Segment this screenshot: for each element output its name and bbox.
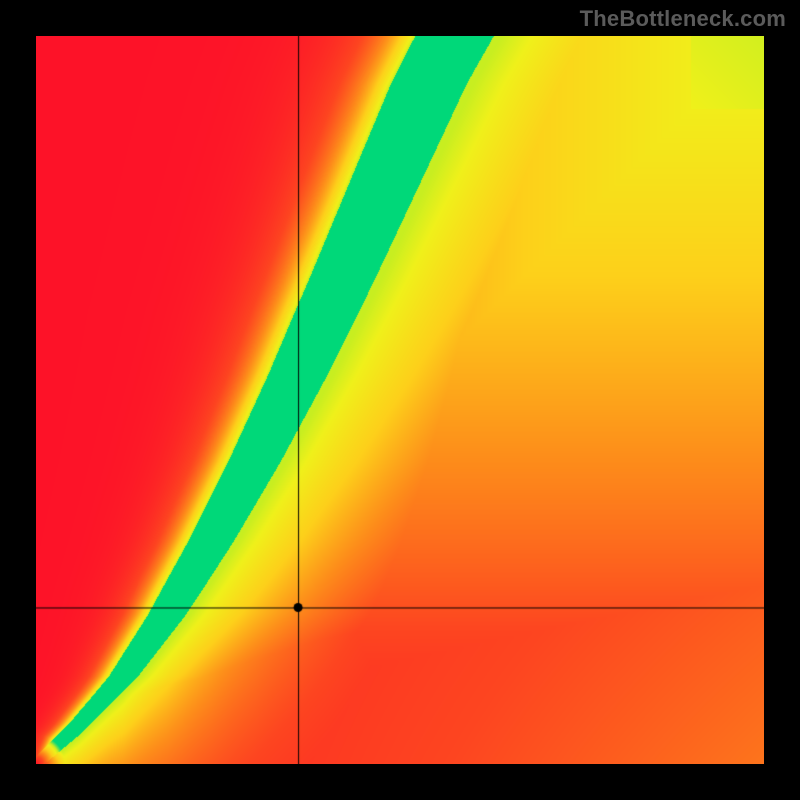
figure-container: TheBottleneck.com xyxy=(0,0,800,800)
watermark-text: TheBottleneck.com xyxy=(580,6,786,32)
heatmap-canvas xyxy=(36,36,764,764)
heatmap-plot xyxy=(36,36,764,764)
